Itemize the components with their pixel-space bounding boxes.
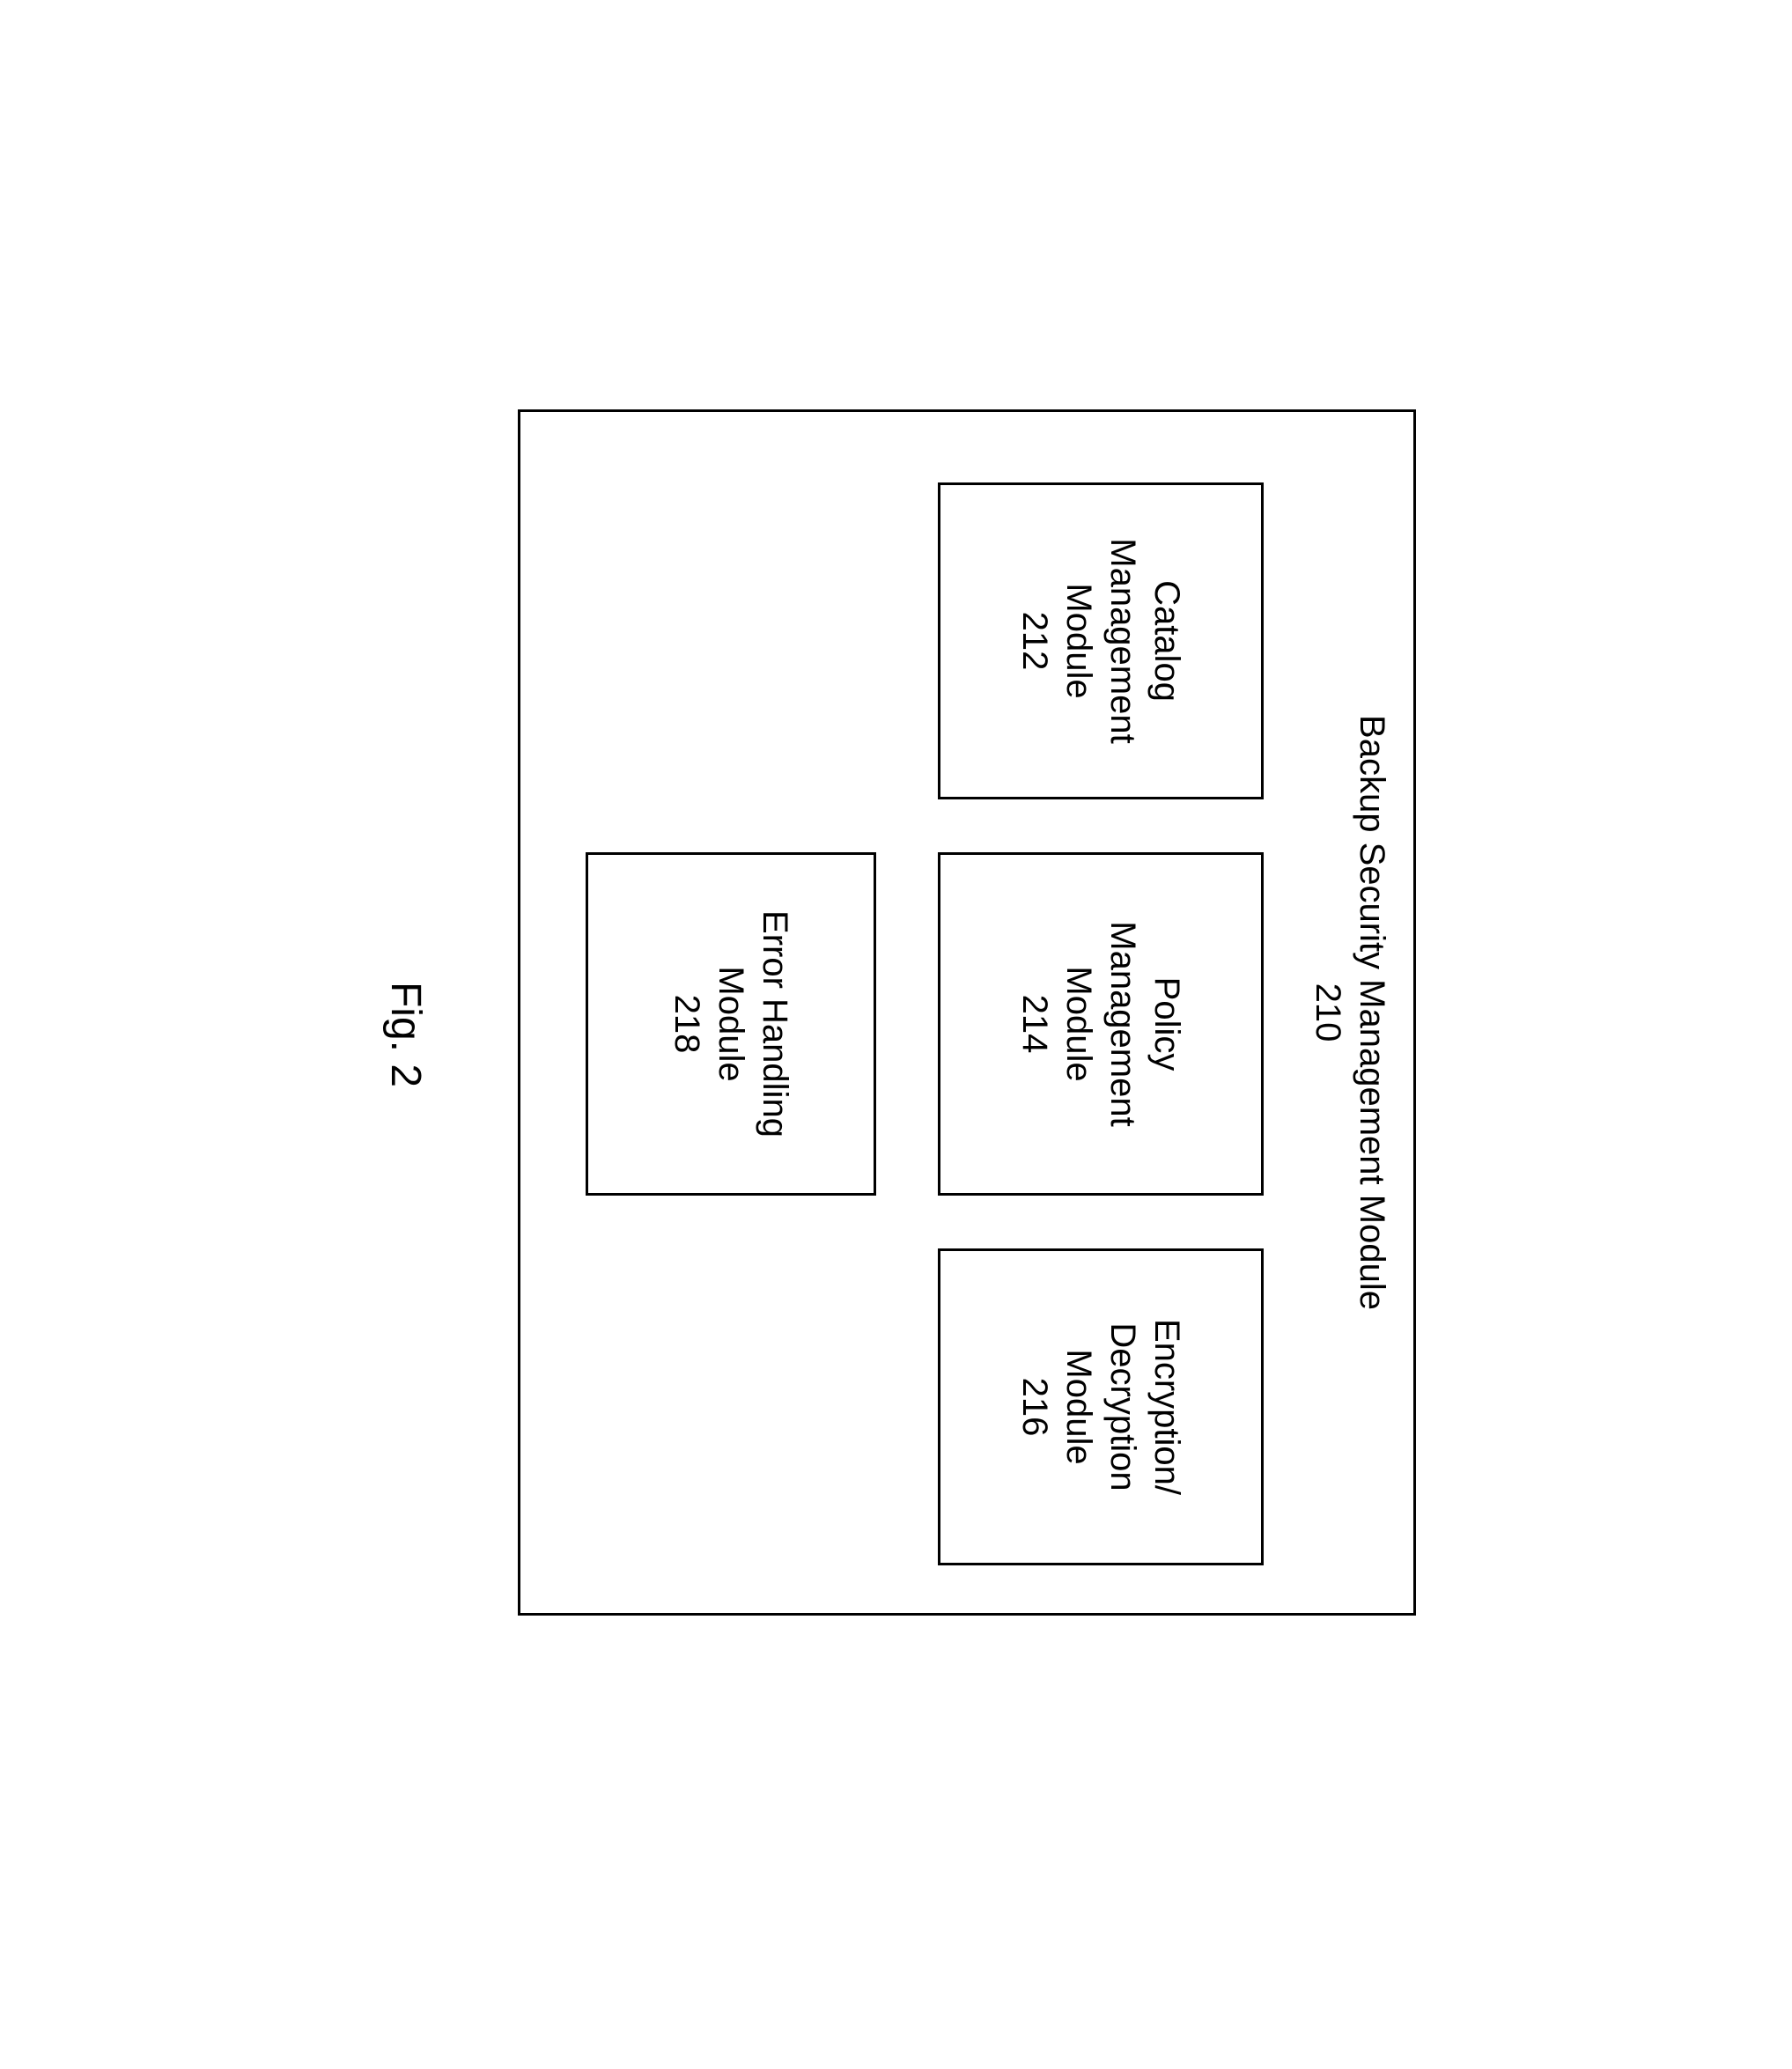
policy-module-box: Policy Management Module 214 <box>938 852 1264 1196</box>
error-module-box: Error Handling Module 218 <box>586 852 876 1196</box>
container-title: Backup Security Management Module 210 <box>1306 412 1394 1613</box>
error-ref: 218 <box>665 995 709 1054</box>
diagram-canvas: Backup Security Management Module 210 Ca… <box>324 286 1469 1783</box>
encryption-line1: Encryption/ <box>1145 1319 1189 1495</box>
catalog-line1: Catalog <box>1145 580 1189 702</box>
module-row: Catalog Management Module 212 Policy Man… <box>938 412 1264 1613</box>
catalog-ref: 212 <box>1013 612 1057 671</box>
container-box: Backup Security Management Module 210 Ca… <box>518 409 1416 1616</box>
container-title-line1: Backup Security Management Module <box>1350 412 1394 1613</box>
policy-line3: Module <box>1057 966 1101 1081</box>
figure-caption: Fig. 2 <box>381 982 430 1087</box>
catalog-line2: Management <box>1101 538 1145 743</box>
error-line2: Module <box>709 966 753 1081</box>
policy-line2: Management <box>1101 921 1145 1126</box>
error-line1: Error Handling <box>753 910 797 1138</box>
encryption-line3: Module <box>1057 1349 1101 1464</box>
encryption-line2: Decryption <box>1101 1322 1145 1491</box>
container-title-ref: 210 <box>1306 412 1350 1613</box>
encryption-ref: 216 <box>1013 1378 1057 1437</box>
encryption-module-box: Encryption/ Decryption Module 216 <box>938 1248 1264 1565</box>
policy-line1: Policy <box>1145 977 1189 1071</box>
catalog-module-box: Catalog Management Module 212 <box>938 482 1264 799</box>
policy-ref: 214 <box>1013 995 1057 1054</box>
catalog-line3: Module <box>1057 583 1101 698</box>
